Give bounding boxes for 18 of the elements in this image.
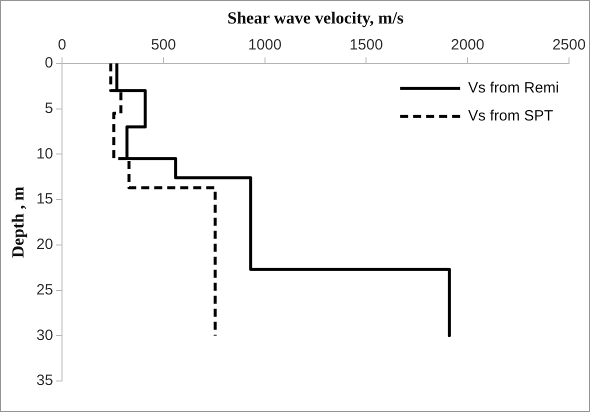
x-axis-title: Shear wave velocity, m/s [227,8,404,28]
y-axis-title: Depth , m [8,186,28,258]
x-tick-label: 0 [58,36,66,54]
y-tick-label: 25 [36,281,54,298]
y-tick-label: 15 [36,190,54,208]
x-tick-label: 1500 [350,36,383,54]
x-tick-label: 500 [150,36,176,54]
x-tick-label: 2000 [450,36,484,54]
x-tick-label: 1000 [248,36,282,54]
y-tick-label: 35 [36,372,54,390]
x-tick-label: 2500 [552,36,586,54]
y-tick-label: 30 [36,326,54,344]
legend-label: Vs from Remi [468,80,559,97]
legend-label: Vs from SPT [468,108,554,125]
y-tick-label: 10 [36,145,54,162]
y-tick-label: 5 [44,100,54,117]
y-tick-label: 0 [44,54,54,72]
y-tick-label: 20 [36,236,54,254]
